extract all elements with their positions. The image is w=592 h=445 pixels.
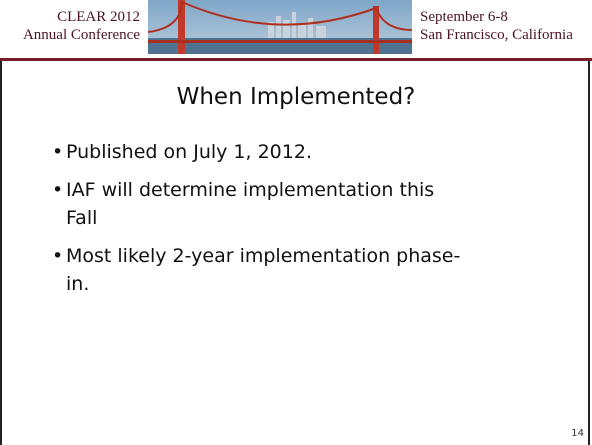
bullet-line: Most likely 2-year implementation phase- <box>66 242 460 270</box>
bullet: Published on July 1, 2012. <box>52 138 460 166</box>
header-line: Annual Conference <box>8 26 140 44</box>
bullet-line: in. <box>66 270 460 298</box>
header-photo <box>148 0 412 54</box>
bullet: Most likely 2-year implementation phase-… <box>52 242 460 298</box>
page-number: 14 <box>571 428 584 439</box>
bullet-line: IAF will determine implementation this <box>66 176 460 204</box>
conference-place: September 6-8 San Francisco, California <box>420 8 573 44</box>
bullet: IAF will determine implementation thisFa… <box>52 176 460 232</box>
bullet-line: Fall <box>66 204 460 232</box>
bullet-list: Published on July 1, 2012. IAF will deter… <box>52 138 460 308</box>
header-line: CLEAR 2012 <box>8 8 140 26</box>
header-line: San Francisco, California <box>420 26 573 44</box>
conference-name: CLEAR 2012 Annual Conference <box>8 8 140 44</box>
slide: {"header": {"left": ["CLEAR 2012", "Annu… <box>0 0 592 445</box>
header-line: September 6-8 <box>420 8 573 26</box>
bullet-line: Published on July 1, 2012. <box>66 138 460 166</box>
slide-title: When Implemented? <box>0 84 592 110</box>
